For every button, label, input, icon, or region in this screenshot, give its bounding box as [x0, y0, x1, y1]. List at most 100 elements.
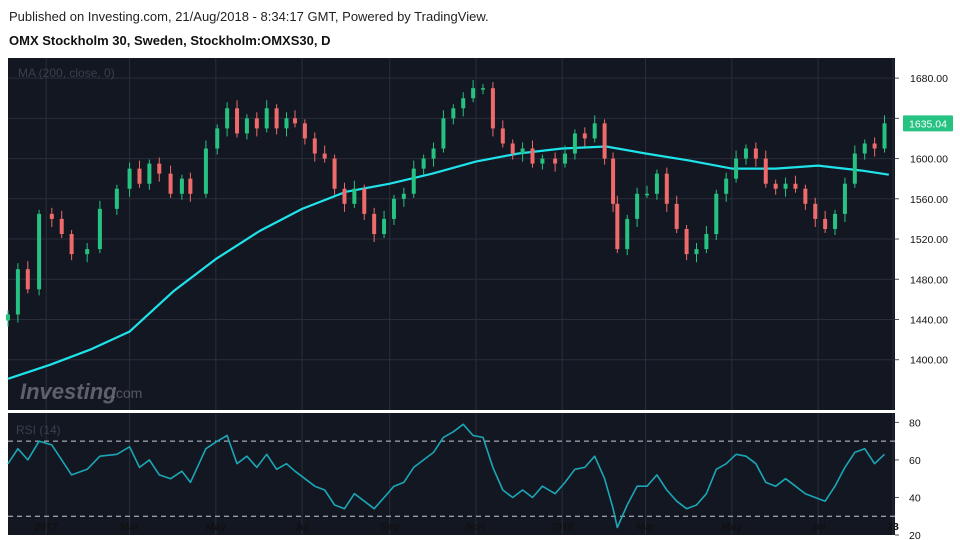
candle-body: [481, 88, 486, 90]
candle-body: [553, 158, 558, 164]
rsi-tick-label: 20: [909, 530, 921, 540]
candle-body: [704, 234, 709, 250]
candle-body: [302, 123, 307, 139]
rsi-series: [7, 423, 895, 529]
candle-body: [540, 158, 545, 164]
candle-body: [743, 148, 748, 159]
candle-body: [615, 203, 620, 250]
candle-body: [530, 148, 535, 164]
candle-body: [69, 234, 74, 255]
candle-body: [714, 193, 719, 234]
ma-indicator-label: MA (200, close, 0): [18, 66, 115, 80]
price-tick-label: 1600.00: [910, 154, 948, 166]
candle-body: [25, 269, 30, 290]
time-tick-label: Jul: [810, 521, 825, 533]
candle-body: [572, 133, 577, 154]
candle-body: [862, 143, 867, 154]
watermark-brand: Investing: [20, 379, 117, 404]
published-line: Published on Investing.com, 21/Aug/2018 …: [9, 9, 489, 24]
price-tick-label: 1440.00: [910, 314, 948, 326]
candle-body: [362, 188, 367, 214]
time-tick-label: May: [206, 521, 227, 533]
time-tick-label: Mar: [120, 521, 139, 533]
candle-body: [244, 118, 249, 134]
candle-body: [882, 123, 887, 149]
candle-body: [421, 158, 426, 169]
candle-body: [6, 314, 10, 321]
candle-body: [684, 228, 689, 255]
candle-body: [763, 158, 768, 184]
last-price-badge-bg: [903, 115, 953, 132]
candle-body: [431, 148, 436, 159]
time-tick-label: 23: [887, 521, 899, 533]
candle-body: [215, 128, 220, 149]
candle-body: [694, 249, 699, 255]
candle-body: [254, 118, 259, 129]
price-tick-label: 1560.00: [910, 194, 948, 206]
candle-body: [461, 98, 466, 109]
candle-body: [332, 158, 337, 189]
candle-body: [342, 188, 347, 204]
candle-body: [500, 128, 505, 144]
candle-body: [85, 249, 90, 255]
candle-body: [654, 173, 659, 194]
candle-body: [372, 213, 377, 234]
candle-body: [872, 143, 877, 149]
candle-body: [97, 208, 102, 250]
instrument-title: OMX Stockholm 30, Sweden, Stockholm:OMXS…: [9, 33, 331, 48]
candle-body: [664, 173, 669, 204]
price-tick-label: 1400.00: [910, 355, 948, 367]
candle-body: [451, 108, 456, 119]
candle-body: [563, 153, 568, 164]
candle-body: [793, 183, 798, 189]
candle-body: [203, 148, 208, 194]
time-tick-label: 2017: [34, 521, 58, 533]
rsi-indicator-label: RSI (14): [16, 423, 61, 437]
candle-body: [235, 108, 240, 134]
last-price-value: 1635.04: [909, 118, 947, 130]
candle-body: [127, 168, 132, 189]
candle-body: [411, 168, 416, 194]
candle-body: [852, 153, 857, 184]
price-tick-label: 1520.00: [910, 234, 948, 246]
time-tick-label: Nov: [466, 521, 486, 533]
candle-body: [147, 163, 152, 184]
candle-body: [490, 88, 495, 129]
candle-body: [582, 133, 587, 139]
candle-body: [312, 138, 317, 154]
candle-body: [157, 163, 162, 174]
candle-body: [59, 218, 64, 234]
rsi-tick-label: 80: [909, 417, 921, 429]
watermark-suffix: .com: [112, 385, 142, 401]
candle-body: [592, 123, 597, 139]
candle-body: [635, 193, 640, 219]
candle-body: [625, 218, 630, 250]
time-axis: 2017 Mar May Jul Sep Nov 2018 Mar May Jul 23: [34, 521, 899, 533]
candle-body: [803, 188, 808, 204]
grid: [8, 58, 895, 535]
ma-series: [7, 145, 889, 380]
candle-body: [179, 178, 184, 194]
candle-body: [137, 168, 142, 184]
candles: [6, 80, 887, 327]
candle-body: [225, 108, 230, 129]
time-tick-label: May: [722, 521, 743, 533]
rsi-tick-label: 40: [909, 492, 921, 504]
time-tick-label: Sep: [380, 521, 399, 533]
candle-body: [264, 108, 269, 129]
candle-body: [520, 148, 525, 154]
candle-body: [602, 123, 607, 159]
candle-body: [322, 153, 327, 159]
candle-body: [823, 218, 828, 229]
candle-body: [15, 269, 20, 315]
candle-body: [471, 88, 476, 99]
price-tick-label: 1680.00: [910, 73, 948, 85]
candle-body: [49, 213, 54, 219]
last-price-badge: 1635.04: [903, 115, 953, 132]
candle-body: [401, 193, 406, 199]
candle-body: [441, 118, 446, 149]
candle-body: [391, 198, 396, 219]
candle-body: [783, 183, 788, 189]
candle-body: [168, 173, 173, 194]
